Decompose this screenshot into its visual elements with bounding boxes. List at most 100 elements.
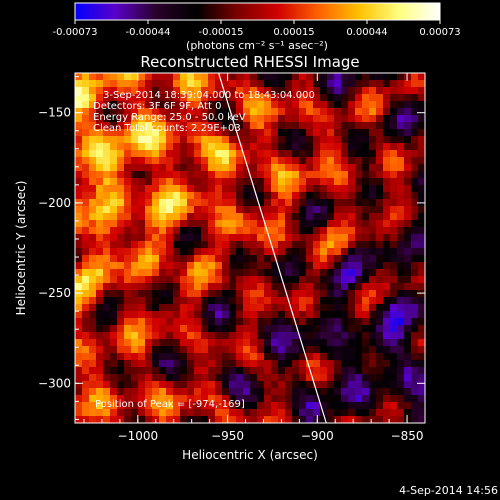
image-pixel [376,416,384,423]
image-pixel [124,199,132,207]
image-pixel [229,164,237,172]
image-pixel [194,241,202,249]
image-pixel [320,143,328,151]
image-pixel [341,94,349,102]
image-pixel [152,402,160,410]
image-pixel [327,115,335,123]
image-pixel [187,164,195,172]
image-pixel [166,290,174,298]
image-pixel [355,360,363,368]
image-pixel [376,297,384,305]
image-pixel [138,220,146,228]
image-pixel [278,94,286,102]
image-pixel [390,381,398,389]
image-pixel [334,255,342,263]
image-pixel [236,129,244,137]
image-pixel [292,101,300,109]
image-pixel [159,339,167,347]
image-pixel [96,297,104,305]
image-pixel [397,262,405,270]
image-pixel [397,297,405,305]
image-pixel [103,199,111,207]
image-pixel [89,360,97,368]
image-pixel [215,416,223,423]
image-pixel [131,339,139,347]
image-pixel [138,381,146,389]
image-pixel [369,346,377,354]
image-pixel [117,178,125,186]
image-pixel [313,94,321,102]
image-pixel [117,416,125,423]
image-pixel [292,374,300,382]
image-pixel [299,262,307,270]
image-pixel [229,388,237,396]
image-pixel [320,136,328,144]
image-pixel [411,388,419,396]
image-pixel [159,129,167,137]
image-pixel [369,80,377,88]
image-pixel [299,143,307,151]
image-pixel [194,122,202,130]
image-pixel [236,136,244,144]
image-pixel [362,248,370,256]
image-pixel [215,360,223,368]
image-pixel [383,213,391,221]
image-pixel [348,199,356,207]
image-pixel [257,325,265,333]
image-pixel [215,234,223,242]
image-pixel [355,108,363,116]
image-pixel [117,276,125,284]
x-tick-label: −900 [301,429,334,443]
image-pixel [124,234,132,242]
image-pixel [187,262,195,270]
image-pixel [131,283,139,291]
image-pixel [292,255,300,263]
image-pixel [397,108,405,116]
image-pixel [173,395,181,403]
image-pixel [180,318,188,326]
image-pixel [264,367,272,375]
image-pixel [397,276,405,284]
image-pixel [404,192,412,200]
image-pixel [264,171,272,179]
image-pixel [201,73,209,81]
image-pixel [264,129,272,137]
image-pixel [173,213,181,221]
image-pixel [173,87,181,95]
image-pixel [285,234,293,242]
image-pixel [159,276,167,284]
image-pixel [201,248,209,256]
image-pixel [355,129,363,137]
image-pixel [320,101,328,109]
image-pixel [334,416,342,423]
image-pixel [173,332,181,340]
image-pixel [306,206,314,214]
image-pixel [103,108,111,116]
image-pixel [411,318,419,326]
image-pixel [96,318,104,326]
image-pixel [418,178,425,186]
image-pixel [327,402,335,410]
image-pixel [131,360,139,368]
image-pixel [362,101,370,109]
image-pixel [180,143,188,151]
image-pixel [208,220,216,228]
image-pixel [215,213,223,221]
image-pixel [355,262,363,270]
image-pixel [313,283,321,291]
image-pixel [173,227,181,235]
image-pixel [201,332,209,340]
image-pixel [82,213,90,221]
image-pixel [257,199,265,207]
image-pixel [369,374,377,382]
image-pixel [236,290,244,298]
image-pixel [124,101,132,109]
image-pixel [173,220,181,228]
image-pixel [250,206,258,214]
image-pixel [194,353,202,361]
image-pixel [313,213,321,221]
image-pixel [89,381,97,389]
image-pixel [159,115,167,123]
image-pixel [89,122,97,130]
image-pixel [306,346,314,354]
